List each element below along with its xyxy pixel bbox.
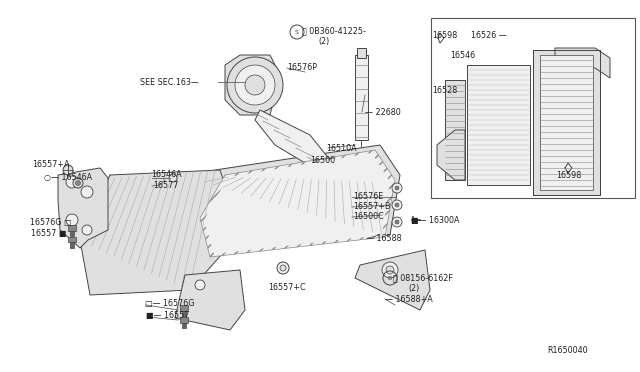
Polygon shape	[180, 305, 188, 311]
Text: (2): (2)	[318, 37, 329, 46]
Text: Ⓑ 08156-6162F: Ⓑ 08156-6162F	[393, 273, 453, 282]
Polygon shape	[555, 48, 610, 78]
Text: 16598: 16598	[556, 171, 581, 180]
Text: 16577: 16577	[153, 181, 179, 190]
Circle shape	[392, 217, 402, 227]
Polygon shape	[182, 323, 186, 328]
Circle shape	[76, 180, 81, 186]
Polygon shape	[225, 55, 280, 115]
Text: (2): (2)	[408, 284, 419, 293]
Text: 16528: 16528	[432, 86, 457, 95]
Polygon shape	[180, 317, 188, 323]
Text: ■— 16300A: ■— 16300A	[411, 216, 460, 225]
Text: B: B	[388, 276, 392, 280]
Circle shape	[280, 265, 286, 271]
Circle shape	[392, 183, 402, 193]
Circle shape	[81, 186, 93, 198]
Bar	[431, 18, 635, 198]
Circle shape	[66, 176, 78, 188]
Polygon shape	[467, 65, 530, 185]
Text: 16576G □: 16576G □	[30, 218, 72, 227]
Circle shape	[395, 220, 399, 224]
Polygon shape	[68, 237, 76, 242]
Circle shape	[386, 266, 394, 274]
Text: □— 16576G: □— 16576G	[145, 299, 195, 308]
Polygon shape	[182, 311, 186, 316]
Text: S: S	[295, 29, 299, 35]
Circle shape	[392, 200, 402, 210]
Circle shape	[395, 203, 399, 207]
Circle shape	[169, 174, 177, 182]
Text: 16557+C: 16557+C	[268, 283, 306, 292]
Circle shape	[195, 280, 205, 290]
Text: SEE SEC.163—: SEE SEC.163—	[140, 78, 199, 87]
Polygon shape	[204, 153, 390, 254]
Text: 16576E: 16576E	[353, 192, 383, 201]
Polygon shape	[80, 170, 230, 295]
Polygon shape	[200, 150, 395, 257]
Polygon shape	[540, 55, 593, 190]
Polygon shape	[445, 80, 465, 180]
Text: 16598: 16598	[432, 31, 457, 40]
Circle shape	[63, 165, 73, 175]
Text: — 16588: — 16588	[366, 234, 402, 243]
Text: R1650040: R1650040	[547, 346, 588, 355]
Polygon shape	[70, 231, 74, 236]
Polygon shape	[357, 48, 366, 58]
Circle shape	[245, 75, 265, 95]
Text: — 22680: — 22680	[365, 108, 401, 117]
Polygon shape	[355, 55, 368, 140]
Text: 16500: 16500	[310, 156, 335, 165]
Text: — 16588+A: — 16588+A	[385, 295, 433, 304]
Polygon shape	[58, 168, 108, 248]
Polygon shape	[190, 145, 400, 255]
Circle shape	[66, 214, 78, 226]
Text: ■— 16557: ■— 16557	[146, 311, 189, 320]
Text: 16500C: 16500C	[353, 212, 384, 221]
Text: 16526 —: 16526 —	[471, 31, 507, 40]
Polygon shape	[255, 110, 330, 175]
Circle shape	[73, 178, 83, 188]
Text: ○— 16546A: ○— 16546A	[44, 173, 92, 182]
Text: 16557+A: 16557+A	[32, 160, 70, 169]
Polygon shape	[68, 225, 76, 231]
Polygon shape	[70, 242, 74, 248]
Polygon shape	[437, 130, 465, 180]
Text: 16510A: 16510A	[326, 144, 356, 153]
Polygon shape	[175, 270, 245, 330]
Text: 16557 ■: 16557 ■	[31, 229, 67, 238]
Polygon shape	[533, 50, 600, 195]
Text: 16546A: 16546A	[151, 170, 182, 179]
Text: 16576P: 16576P	[287, 63, 317, 72]
Text: Ⓢ 0B360-41225-: Ⓢ 0B360-41225-	[302, 26, 366, 35]
Circle shape	[82, 225, 92, 235]
Text: 16557+B: 16557+B	[353, 202, 390, 211]
Text: 16546: 16546	[450, 51, 475, 60]
Circle shape	[395, 186, 399, 190]
Circle shape	[235, 65, 275, 105]
Circle shape	[382, 262, 398, 278]
Circle shape	[277, 262, 289, 274]
Polygon shape	[355, 250, 430, 310]
Circle shape	[227, 57, 283, 113]
